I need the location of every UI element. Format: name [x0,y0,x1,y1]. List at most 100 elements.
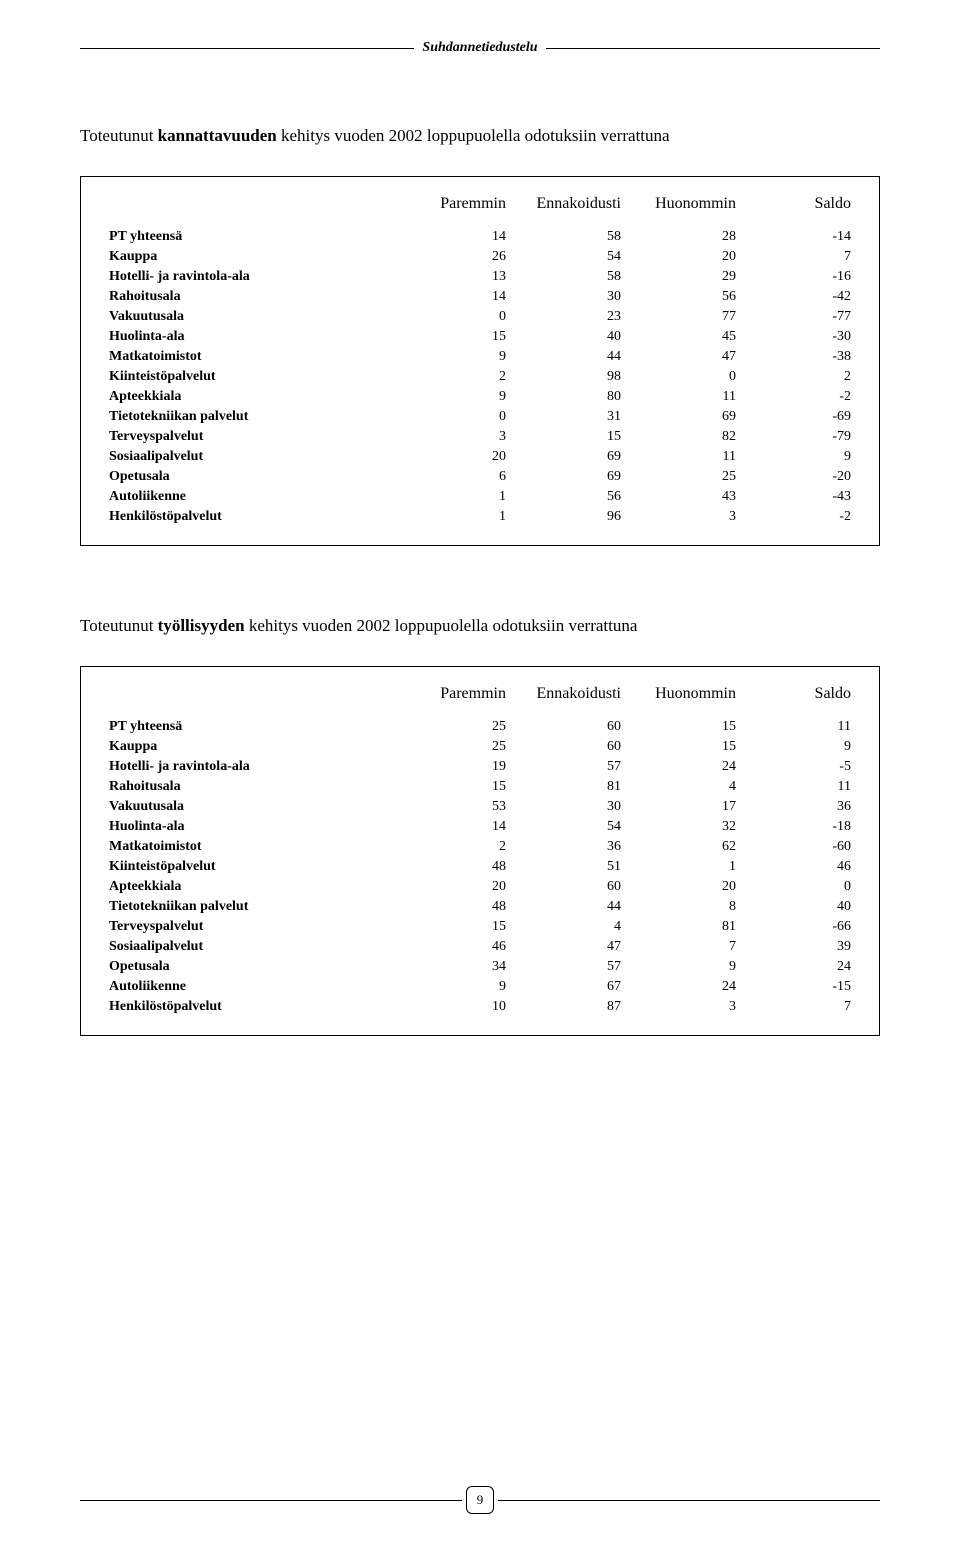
table2-row-label: Terveyspalvelut [109,917,391,937]
table1-row: Apteekkiala98011-2 [109,387,851,407]
table1-row-label: Rahoitusala [109,287,391,307]
table2-cell: 60 [506,877,621,897]
table1-cell: 9 [391,387,506,407]
table1-cell: 29 [621,267,736,287]
section2-title-bold: työllisyyden [158,616,245,635]
table2-cell: 60 [506,717,621,737]
page-footer: 9 [0,1486,960,1514]
table2-row: Henkilöstöpalvelut108737 [109,997,851,1017]
table2-cell: 7 [736,997,851,1017]
table1-cell: 25 [621,467,736,487]
table2-cell: 81 [621,917,736,937]
table1-cell: 31 [506,407,621,427]
table2-row: PT yhteensä25601511 [109,717,851,737]
table2: Paremmin Ennakoidusti Huonommin Saldo PT… [109,685,851,1017]
table1-cell: 15 [506,427,621,447]
section2-title: Toteutunut työllisyyden kehitys vuoden 2… [80,616,880,636]
table2-cell: 3 [621,997,736,1017]
table2-row: Matkatoimistot23662-60 [109,837,851,857]
table2-cell: 10 [391,997,506,1017]
table2-cell: 54 [506,817,621,837]
table1-cell: 77 [621,307,736,327]
table1-cell: 3 [621,507,736,527]
header-title: Suhdannetiedustelu [414,40,545,56]
table2-row: Opetusala3457924 [109,957,851,977]
table1-cell: 0 [391,407,506,427]
table2-cell: 15 [391,777,506,797]
table1-row: Kauppa2654207 [109,247,851,267]
table1-cell: -20 [736,467,851,487]
table1-cell: 45 [621,327,736,347]
table2-cell: 30 [506,797,621,817]
table2-header-col1: Ennakoidusti [506,685,621,717]
table1-cell: 9 [391,347,506,367]
table2-cell: 17 [621,797,736,817]
table1-header-col1: Ennakoidusti [506,195,621,227]
table2-cell: -15 [736,977,851,997]
table2-cell: 15 [391,917,506,937]
table1-cell: 82 [621,427,736,447]
table1-cell: 6 [391,467,506,487]
table2-cell: 24 [736,957,851,977]
table1-row: Terveyspalvelut31582-79 [109,427,851,447]
table1-cell: -42 [736,287,851,307]
table2-row-label: Autoliikenne [109,977,391,997]
table2-cell: 20 [391,877,506,897]
table1-row-label: Tietotekniikan palvelut [109,407,391,427]
table2-cell: 9 [621,957,736,977]
table1-row: Henkilöstöpalvelut1963-2 [109,507,851,527]
table2-cell: -18 [736,817,851,837]
table1-cell: 69 [506,447,621,467]
page-number: 9 [477,1492,484,1508]
table1-cell: -16 [736,267,851,287]
table1-cell: 2 [736,367,851,387]
section1-title-prefix: Toteutunut [80,126,158,145]
table1-header-col2: Huonommin [621,195,736,227]
table2-cell: 44 [506,897,621,917]
table1-cell: 14 [391,227,506,247]
table2-cell: 32 [621,817,736,837]
table1-row-label: Kauppa [109,247,391,267]
table1-cell: 26 [391,247,506,267]
table2-cell: 40 [736,897,851,917]
table2-row: Apteekkiala2060200 [109,877,851,897]
table2-header-empty [109,685,391,717]
table2-cell: 11 [736,777,851,797]
table1-header-row: Paremmin Ennakoidusti Huonommin Saldo [109,195,851,227]
table2-cell: 25 [391,737,506,757]
table1-cell: 20 [621,247,736,267]
table2-row-label: Rahoitusala [109,777,391,797]
table1-cell: 1 [391,507,506,527]
table2-cell: 4 [621,777,736,797]
table1-cell: -79 [736,427,851,447]
table1-box: Paremmin Ennakoidusti Huonommin Saldo PT… [80,176,880,546]
table2-row-label: Kauppa [109,737,391,757]
table2-cell: -60 [736,837,851,857]
table1-cell: 0 [391,307,506,327]
table2-cell: 14 [391,817,506,837]
footer-line-left [80,1500,462,1501]
section2-title-prefix: Toteutunut [80,616,158,635]
table2-cell: -66 [736,917,851,937]
table2-cell: 46 [736,857,851,877]
table2-cell: 57 [506,757,621,777]
table1-cell: -2 [736,507,851,527]
table2-header-col0: Paremmin [391,685,506,717]
section1-title: Toteutunut kannattavuuden kehitys vuoden… [80,126,880,146]
table2-row-label: Huolinta-ala [109,817,391,837]
table2-cell: 9 [391,977,506,997]
table1-cell: 96 [506,507,621,527]
table2-cell: 47 [506,937,621,957]
table1-cell: 13 [391,267,506,287]
table1-cell: -30 [736,327,851,347]
table2-row-label: Vakuutusala [109,797,391,817]
table1-row-label: Kiinteistöpalvelut [109,367,391,387]
table1-row-label: Sosiaalipalvelut [109,447,391,467]
table1-cell: 56 [621,287,736,307]
table1-row: Opetusala66925-20 [109,467,851,487]
table1-cell: 58 [506,267,621,287]
table1-cell: 23 [506,307,621,327]
table2-row: Autoliikenne96724-15 [109,977,851,997]
section2-title-suffix: kehitys vuoden 2002 loppupuolella odotuk… [245,616,638,635]
table1-row-label: PT yhteensä [109,227,391,247]
